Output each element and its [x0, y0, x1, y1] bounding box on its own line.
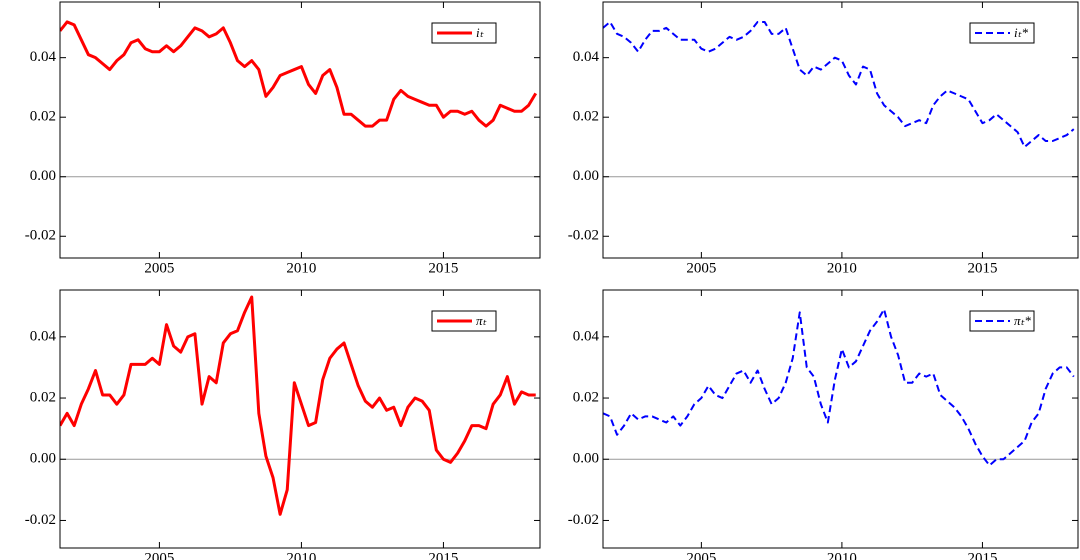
y-tick-label: -0.02 — [568, 512, 599, 528]
plot-area — [60, 295, 536, 516]
x-tick-label: 2005 — [144, 260, 174, 276]
y-tick-label: 0.02 — [573, 389, 599, 405]
x-tick-label: 2005 — [686, 550, 716, 560]
y-tick-label: 0.00 — [573, 168, 599, 184]
series-line — [60, 295, 536, 516]
x-tick-label: 2015 — [428, 260, 458, 276]
legend-label: πₜ* — [1014, 313, 1031, 328]
x-tick-label: 2005 — [144, 550, 174, 560]
y-tick-label: 0.04 — [30, 49, 57, 65]
y-tick-label: 0.00 — [30, 168, 56, 184]
series-line — [603, 308, 1075, 467]
y-tick-label: -0.02 — [25, 512, 56, 528]
y-tick-label: 0.02 — [30, 109, 56, 125]
frame — [59, 1, 541, 259]
y-tick-label: 0.02 — [30, 389, 56, 405]
y-tick-label: 0.00 — [30, 451, 56, 467]
legend-label: iₜ* — [1014, 25, 1028, 40]
y-tick-label: -0.02 — [568, 228, 599, 244]
y-tick-label: 0.04 — [30, 328, 57, 344]
frame — [602, 289, 1079, 549]
plot-area — [60, 20, 538, 128]
x-tick-label: 2010 — [286, 260, 316, 276]
frame — [602, 1, 1079, 259]
x-tick-label: 2015 — [967, 550, 997, 560]
y-tick-label: 0.02 — [573, 109, 599, 125]
y-tick-label: -0.02 — [25, 228, 56, 244]
x-tick-label: 2010 — [827, 260, 857, 276]
x-tick-label: 2015 — [967, 260, 997, 276]
frame — [59, 289, 541, 549]
x-tick-label: 2010 — [827, 550, 857, 560]
legend-label: πₜ — [476, 313, 488, 328]
x-tick-label: 2015 — [428, 550, 458, 560]
y-tick-label: 0.04 — [573, 328, 600, 344]
series-line — [60, 20, 538, 128]
plot-area — [603, 308, 1075, 467]
y-tick-label: 0.04 — [573, 49, 600, 65]
x-tick-label: 2005 — [686, 260, 716, 276]
y-tick-label: 0.00 — [573, 451, 599, 467]
x-tick-label: 2010 — [286, 550, 316, 560]
series-line — [603, 20, 1075, 148]
legend-label: iₜ — [476, 25, 485, 40]
plot-area — [603, 20, 1075, 148]
